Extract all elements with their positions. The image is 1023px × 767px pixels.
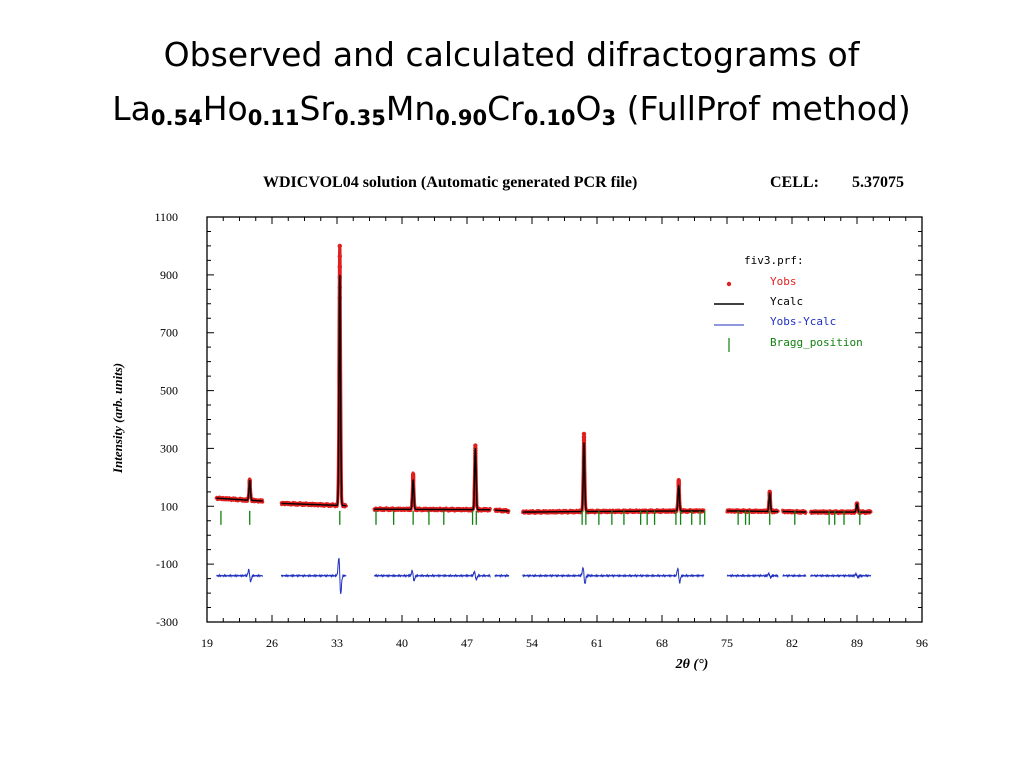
yobs-line — [279, 245, 348, 509]
formula-subscript: 0.10 — [523, 106, 576, 130]
difference-line — [373, 569, 491, 582]
legend-bragg-label: Bragg_position — [770, 336, 863, 349]
x-tick-label: 61 — [591, 636, 603, 650]
chart-title: WDICVOL04 solution (Automatic generated … — [263, 174, 637, 191]
y-tick-label: 100 — [160, 499, 178, 513]
formula-subscript: 0.54 — [150, 106, 203, 130]
y-tick-label: 900 — [160, 268, 178, 282]
formula-element: Ho — [202, 89, 248, 128]
title-line-2: La0.54Ho0.11Sr0.35Mn0.90Cr0.10O3 (FullPr… — [0, 82, 1023, 136]
x-tick-label: 40 — [396, 636, 408, 650]
x-tick-label: 26 — [266, 636, 278, 650]
x-tick-labels: 19 26 33 40 47 54 61 68 75 82 89 96 — [201, 636, 928, 650]
difference-line — [726, 571, 779, 579]
formula-element: Cr — [487, 89, 524, 128]
plot-frame — [206, 216, 923, 623]
series-difference — [216, 557, 872, 594]
series-ycalc — [216, 274, 871, 513]
yobs-point — [581, 434, 587, 440]
axis-ticks — [206, 216, 923, 623]
yobs-point — [581, 431, 587, 437]
slide-title: Observed and calculated difractograms of… — [0, 28, 1023, 136]
difference-line — [494, 573, 510, 578]
x-tick-label: 54 — [526, 636, 538, 650]
formula-element: Mn — [385, 89, 436, 128]
yobs-point — [337, 264, 342, 269]
series-bragg-positions — [220, 510, 861, 525]
legend-diff-label: Yobs-Ycalc — [770, 315, 836, 328]
x-tick-label: 47 — [461, 636, 473, 650]
yobs-point — [581, 437, 587, 443]
formula-element: La — [112, 89, 151, 128]
x-axis-label: 2θ (°) — [675, 657, 709, 672]
yobs-point — [337, 243, 342, 249]
y-tick-label: 300 — [160, 441, 178, 455]
y-tick-label: 500 — [160, 384, 178, 398]
difference-line — [782, 573, 807, 578]
ycalc-line — [494, 509, 509, 512]
x-tick-label: 89 — [851, 636, 863, 650]
formula-element: Sr — [299, 89, 335, 128]
formula-subscript: 3 — [601, 106, 617, 130]
legend-title: fiv3.prf: — [744, 254, 804, 267]
y-tick-label: -100 — [156, 557, 178, 571]
yobs-point — [337, 254, 342, 259]
legend-yobs-label: Yobs — [770, 275, 797, 288]
formula-subscript: 0.90 — [435, 106, 488, 130]
x-tick-label: 19 — [201, 636, 213, 650]
yobs-line — [372, 444, 492, 513]
ycalc-line — [727, 492, 779, 513]
difference-line — [216, 568, 264, 583]
formula-subscript: 0.11 — [247, 106, 300, 130]
chemical-formula: La0.54Ho0.11Sr0.35Mn0.90Cr0.10O3 — [112, 89, 617, 130]
ycalc-line — [374, 448, 491, 511]
x-tick-label: 33 — [331, 636, 343, 650]
y-tick-label: 1100 — [154, 210, 178, 224]
tick-marks — [206, 216, 923, 623]
legend: fiv3.prf: Yobs Ycalc Yobs-Ycalc Bragg_po… — [714, 254, 863, 352]
y-tick-label: -300 — [156, 615, 178, 629]
formula-subscript: 0.35 — [334, 106, 386, 130]
ycalc-line — [522, 442, 704, 513]
title-line-1: Observed and calculated difractograms of — [163, 35, 860, 74]
cell-label: CELL: — [770, 174, 819, 191]
legend-yobs-marker — [726, 281, 732, 287]
ycalc-line — [281, 274, 347, 507]
cell-value: 5.37075 — [852, 174, 904, 191]
x-tick-label: 75 — [721, 636, 733, 650]
x-tick-label: 96 — [916, 636, 928, 650]
legend-ycalc-label: Ycalc — [770, 295, 803, 308]
title-suffix: (FullProf method) — [616, 89, 911, 128]
difference-line — [280, 557, 347, 594]
y-axis-label: Intensity (arb. units) — [110, 363, 125, 474]
formula-element: O — [575, 89, 602, 128]
difference-line — [522, 566, 705, 585]
yobs-line — [521, 433, 706, 515]
difference-line — [810, 571, 872, 580]
y-tick-label: 700 — [160, 326, 178, 340]
x-tick-label: 82 — [786, 636, 798, 650]
y-tick-labels: 1100 900 700 500 300 100 -100 -300 — [154, 210, 178, 629]
ycalc-line — [216, 479, 263, 502]
x-tick-label: 68 — [656, 636, 668, 650]
